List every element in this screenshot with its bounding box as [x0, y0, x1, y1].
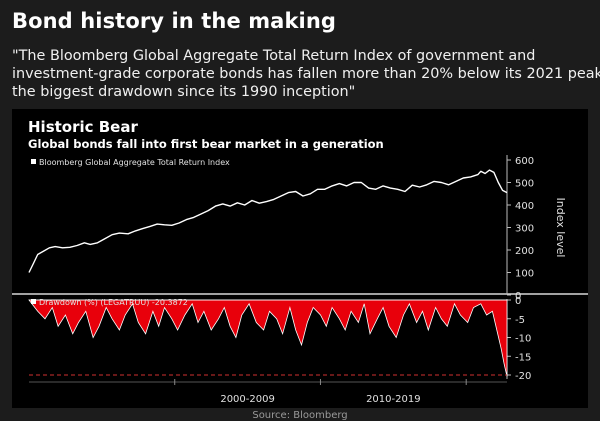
- legend-label-index: Bloomberg Global Aggregate Total Return …: [39, 158, 230, 167]
- bottom-y-tick-label: -10: [515, 334, 531, 345]
- top-y-axis-title: Index level: [554, 198, 567, 258]
- headline: Bond history in the making: [12, 9, 336, 33]
- chart-subtitle: Global bonds fall into first bear market…: [28, 137, 384, 151]
- top-y-tick-label: 200: [515, 246, 534, 257]
- top-y-tick-label: 100: [515, 269, 534, 280]
- chart-panel: Historic Bear Global bonds fall into fir…: [12, 109, 588, 408]
- chart-canvas: 0 100 200 300 400 500 600 Index level 0 -5 -10 -15 -…: [12, 155, 588, 405]
- bottom-y-tick-label: -20: [515, 371, 531, 382]
- quote-text: "The Bloomberg Global Aggregate Total Re…: [12, 47, 600, 101]
- legend-swatch-drawdown: [31, 299, 36, 304]
- bottom-y-tick-label: -15: [515, 352, 531, 363]
- top-y-tick-label: 600: [515, 156, 534, 167]
- chart-title: Historic Bear: [28, 118, 138, 136]
- quote-line: investment-grade corporate bonds has fal…: [12, 66, 600, 82]
- legend-label-drawdown: Drawdown (%) (LEGATRUU) -20.3872: [39, 298, 188, 307]
- drawdown-area: [28, 299, 508, 377]
- index-line: [28, 169, 508, 273]
- bottom-y-tick-label: 0: [515, 296, 521, 307]
- top-y-tick-label: 400: [515, 201, 534, 212]
- quote-line: "The Bloomberg Global Aggregate Total Re…: [12, 48, 536, 64]
- legend-swatch-index: [31, 159, 36, 164]
- top-y-tick-label: 300: [515, 224, 534, 235]
- x-tick-label: 2010-2019: [366, 394, 421, 405]
- x-tick-label: 2000-2009: [220, 394, 275, 405]
- top-y-tick-label: 500: [515, 179, 534, 190]
- source-note: Source: Bloomberg: [252, 410, 348, 421]
- quote-line: the biggest drawdown since its 1990 ince…: [12, 84, 356, 100]
- top-y-tick-label: 0: [515, 291, 521, 302]
- bottom-y-tick-label: -5: [515, 315, 525, 326]
